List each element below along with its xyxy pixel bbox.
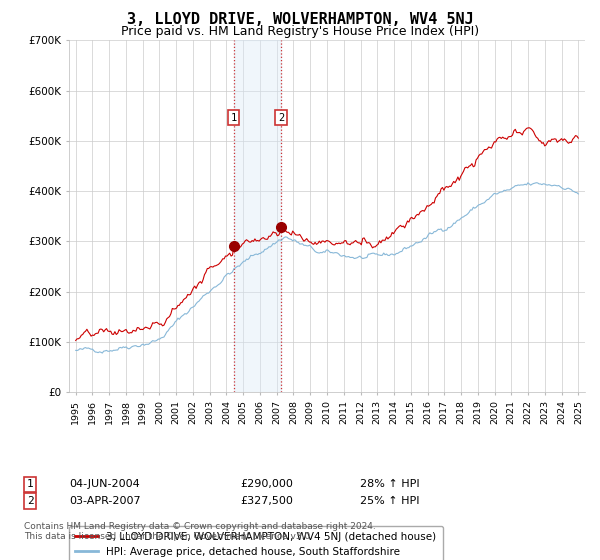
Text: 1: 1 [26,479,34,489]
Text: 2: 2 [26,496,34,506]
Text: 04-JUN-2004: 04-JUN-2004 [69,479,140,489]
Text: Price paid vs. HM Land Registry's House Price Index (HPI): Price paid vs. HM Land Registry's House … [121,25,479,38]
Text: £327,500: £327,500 [240,496,293,506]
Bar [233,40,281,392]
Text: 2: 2 [278,113,284,123]
Text: Contains HM Land Registry data © Crown copyright and database right 2024.
This d: Contains HM Land Registry data © Crown c… [24,522,376,542]
Text: 3, LLOYD DRIVE, WOLVERHAMPTON, WV4 5NJ: 3, LLOYD DRIVE, WOLVERHAMPTON, WV4 5NJ [127,12,473,27]
Text: £290,000: £290,000 [240,479,293,489]
Text: 25% ↑ HPI: 25% ↑ HPI [360,496,419,506]
Text: 03-APR-2007: 03-APR-2007 [69,496,140,506]
Legend: 3, LLOYD DRIVE, WOLVERHAMPTON, WV4 5NJ (detached house), HPI: Average price, det: 3, LLOYD DRIVE, WOLVERHAMPTON, WV4 5NJ (… [69,526,443,560]
Text: 1: 1 [230,113,236,123]
Text: 28% ↑ HPI: 28% ↑ HPI [360,479,419,489]
